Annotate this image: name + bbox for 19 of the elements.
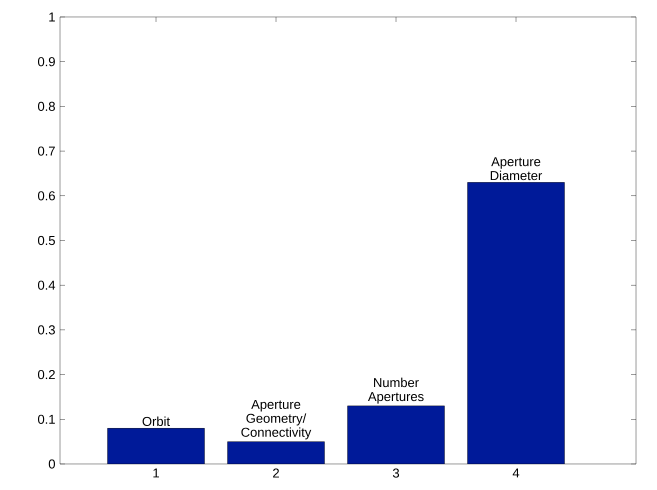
x-tick-label: 4	[512, 468, 520, 478]
y-tick-label: 0.4	[38, 280, 56, 290]
y-tick-label: 0.6	[38, 191, 55, 200]
x-tick-label: 2	[273, 468, 279, 478]
y-tick-label: 0	[48, 459, 55, 469]
y-tick-label: 0.3	[38, 325, 55, 334]
y-tick-label: 0.5	[38, 236, 55, 246]
x-tick-label: 3	[392, 468, 400, 478]
y-tick-label: 1	[49, 12, 55, 22]
annotation: Number Apertures	[368, 378, 424, 404]
y-tick-label: 0.9	[38, 57, 55, 66]
y-tick-label: 0.7	[38, 146, 55, 156]
y-tick-label: 0.1	[38, 414, 55, 424]
y-tick-label: 0.2	[38, 370, 55, 380]
y-tick-label: 0.8	[38, 102, 55, 111]
annotation: Aperture Diameter	[490, 157, 542, 180]
annotation: Orbit	[142, 416, 170, 426]
annotation: Aperture Geometry/ Connectivity	[241, 400, 312, 440]
x-tick-label: 1	[153, 468, 159, 478]
